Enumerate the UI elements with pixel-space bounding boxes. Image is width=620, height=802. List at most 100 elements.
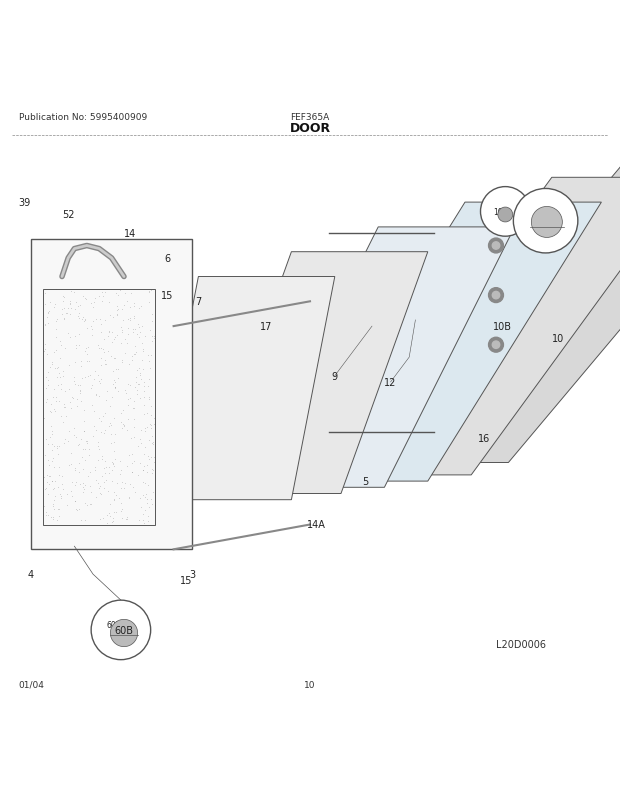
Point: [113, 385, 123, 398]
Point: [41, 509, 51, 522]
Point: [135, 326, 144, 339]
Point: [109, 436, 119, 449]
Point: [42, 382, 51, 395]
Point: [97, 286, 107, 299]
Point: [123, 314, 133, 326]
Point: [126, 288, 136, 301]
Point: [147, 430, 157, 443]
Point: [117, 504, 126, 517]
Point: [129, 455, 139, 468]
Point: [81, 497, 91, 510]
Point: [54, 439, 64, 452]
Point: [106, 419, 116, 431]
Point: [146, 422, 156, 435]
Point: [108, 458, 118, 471]
Point: [110, 382, 120, 395]
Point: [45, 431, 55, 444]
Text: 10: 10: [536, 214, 546, 223]
Point: [82, 349, 92, 362]
Point: [140, 448, 149, 461]
Point: [48, 511, 58, 524]
Point: [91, 365, 100, 378]
Point: [131, 371, 141, 383]
Text: ©ReplacementParts.com: ©ReplacementParts.com: [240, 408, 380, 419]
Point: [86, 486, 96, 499]
Point: [96, 415, 106, 427]
Text: 17: 17: [260, 322, 273, 332]
Point: [123, 322, 133, 334]
Point: [76, 514, 86, 527]
Point: [78, 312, 88, 325]
Point: [127, 457, 137, 470]
Point: [52, 442, 62, 455]
Point: [91, 475, 101, 488]
Point: [46, 425, 56, 438]
Point: [107, 516, 117, 529]
Point: [51, 323, 61, 336]
Point: [95, 512, 105, 525]
Point: [69, 375, 79, 388]
Point: [50, 363, 60, 375]
Point: [105, 400, 115, 413]
Point: [135, 302, 144, 315]
Point: [94, 375, 104, 387]
Point: [89, 373, 99, 386]
Point: [40, 484, 50, 496]
Point: [97, 358, 107, 371]
Point: [69, 330, 79, 343]
Point: [58, 308, 68, 321]
Point: [60, 398, 69, 411]
Point: [86, 370, 95, 383]
Point: [93, 454, 103, 467]
Point: [39, 500, 49, 512]
Point: [45, 470, 55, 483]
Point: [123, 512, 133, 525]
Point: [107, 428, 117, 441]
Point: [120, 333, 130, 346]
Point: [149, 411, 159, 424]
Point: [46, 407, 56, 419]
Point: [120, 347, 130, 360]
Point: [126, 448, 136, 461]
Point: [43, 374, 53, 387]
Text: FEF365A: FEF365A: [290, 113, 330, 122]
Point: [138, 345, 148, 358]
Point: [138, 508, 148, 520]
Point: [109, 486, 119, 499]
Point: [138, 476, 148, 488]
Point: [87, 379, 97, 392]
Point: [82, 355, 92, 368]
Point: [54, 469, 64, 482]
Point: [115, 464, 125, 477]
Point: [91, 388, 101, 401]
Point: [145, 419, 155, 431]
Point: [130, 323, 140, 336]
Point: [75, 379, 85, 392]
Point: [135, 369, 144, 382]
Point: [101, 394, 111, 407]
Point: [139, 399, 149, 412]
Point: [71, 495, 81, 508]
Point: [47, 358, 57, 371]
Circle shape: [110, 620, 138, 647]
Point: [123, 328, 133, 341]
Point: [89, 460, 99, 473]
Point: [56, 303, 66, 316]
Point: [109, 352, 119, 365]
Point: [100, 473, 110, 486]
Point: [65, 308, 75, 321]
Point: [97, 410, 107, 423]
Text: 10B: 10B: [493, 322, 512, 332]
Text: 10: 10: [304, 680, 316, 689]
Point: [56, 410, 66, 423]
Point: [103, 330, 113, 343]
Point: [111, 363, 121, 376]
Point: [135, 492, 145, 505]
Point: [90, 464, 100, 477]
Point: [51, 395, 61, 407]
Point: [122, 295, 132, 308]
Point: [42, 371, 51, 384]
Point: [47, 475, 57, 488]
Point: [108, 366, 118, 379]
Point: [138, 338, 148, 350]
